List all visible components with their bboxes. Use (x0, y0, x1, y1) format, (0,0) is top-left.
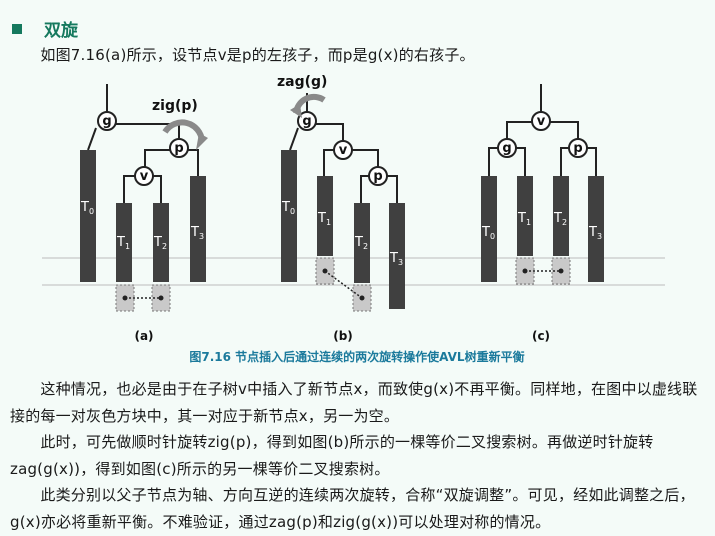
t3-label: T3 (588, 225, 602, 241)
subtree-t0 (80, 150, 96, 282)
heading-title: 双旋 (44, 21, 78, 41)
node-g (97, 111, 117, 131)
node-g-label: g (302, 114, 311, 129)
intro-paragraph: 如图7.16(a)所示，设节点v是p的左孩子，而p是g(x)的右孩子。 (10, 46, 475, 64)
panel-c: v g p T0 T1 T2 T3 (c) (481, 84, 604, 343)
panel-c-label: (c) (532, 329, 550, 343)
subtree-t2 (153, 203, 169, 282)
node-g (297, 111, 317, 131)
subtree-t0 (281, 150, 297, 282)
subtree-t3 (588, 176, 604, 282)
t3-label: T3 (389, 251, 403, 267)
t1-label: T1 (317, 211, 331, 227)
section-heading: 双旋 (12, 16, 78, 41)
node-g (497, 138, 517, 158)
subtree-t0 (481, 176, 497, 282)
clockwise-arrow-icon (162, 119, 205, 142)
t2-label: T2 (553, 211, 567, 227)
t0-label: T0 (281, 200, 295, 216)
t2-label: T2 (354, 235, 368, 251)
subtree-t1 (116, 203, 132, 282)
node-g-label: g (502, 141, 511, 156)
node-v (134, 166, 154, 186)
t1-label: T1 (517, 211, 531, 227)
node-v (531, 111, 551, 131)
panel-a-label: (a) (134, 329, 153, 343)
paragraph-3: 此类分别以父子节点为轴、方向互逆的连续两次旋转，合称“双旋调整”。可见，经如此调… (10, 486, 695, 531)
rotation-label-a: zig(p) (152, 98, 198, 114)
node-v-label: v (537, 114, 546, 129)
panel-a: g p v zig(p) T0 T1 T2 T3 (a) (80, 84, 208, 343)
node-p-label: p (174, 141, 183, 156)
node-v (333, 140, 353, 160)
rotation-label-b: zag(g) (277, 74, 327, 90)
t1-label: T1 (116, 235, 130, 251)
node-p (368, 166, 388, 186)
panel-b-label: (b) (333, 329, 353, 343)
panel-b: g v p zag(g) T0 T1 T2 T3 (b) (277, 74, 405, 343)
node-p (568, 138, 588, 158)
node-p-label: p (573, 141, 582, 156)
subtree-t1 (517, 176, 533, 256)
square-bullet-icon (12, 23, 22, 34)
node-p-label: p (373, 169, 382, 184)
t0-label: T0 (481, 225, 495, 241)
paragraph-2: 此时，可先做顺时针旋转zig(p)，得到如图(b)所示的一棵等价二叉搜索树。再做… (10, 433, 654, 478)
subtree-t2 (354, 203, 370, 283)
node-p (169, 138, 189, 158)
paragraph-1: 这种情况，也必是由于在子树v中插入了新节点x，而致使g(x)不再平衡。同样地，在… (10, 380, 698, 425)
subtree-t1 (317, 176, 333, 256)
node-v-label: v (140, 169, 149, 184)
avl-double-rotation-figure: .bar { fill: #404040; } .edge { stroke: … (42, 74, 665, 364)
node-v-label: v (339, 143, 348, 158)
t3-label: T3 (190, 225, 204, 241)
t2-label: T2 (153, 235, 167, 251)
subtree-t2 (553, 176, 569, 256)
node-g-label: g (102, 114, 111, 129)
figure-caption: 图7.16 节点插入后通过连续的两次旋转操作使AVL树重新平衡 (189, 349, 524, 364)
subtree-t3 (389, 203, 405, 309)
t0-label: T0 (80, 200, 94, 216)
subtree-t3 (190, 176, 206, 282)
